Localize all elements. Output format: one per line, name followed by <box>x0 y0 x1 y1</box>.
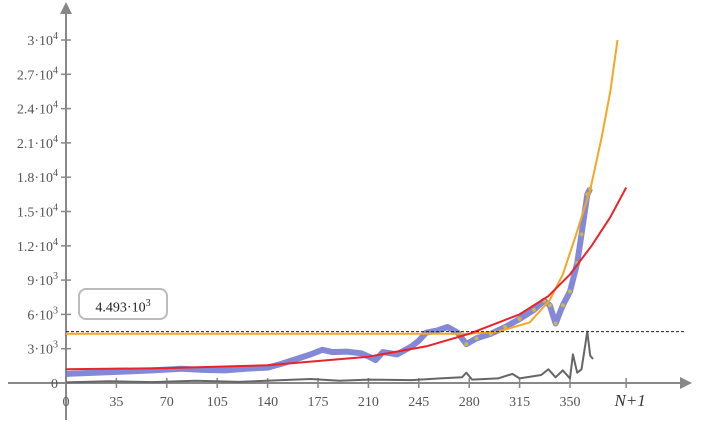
series-1-line <box>66 39 619 335</box>
y-tick-label: 1.5·104 <box>17 203 58 221</box>
data-point <box>553 321 558 326</box>
x-tick-label: 280 <box>459 395 480 410</box>
y-tick-label: 0 <box>51 377 58 392</box>
series-2-line <box>65 187 628 371</box>
y-tick-label: 2.4·104 <box>17 100 58 118</box>
x-tick-label: 245 <box>408 395 429 410</box>
data-point <box>579 232 584 237</box>
y-tick-label: 9·103 <box>27 271 58 289</box>
data-point <box>568 289 572 294</box>
y-tick-label: 1.2·104 <box>17 237 58 255</box>
data-point <box>532 307 536 312</box>
x-axis-label: N+1 <box>614 391 646 410</box>
data-point <box>464 342 469 347</box>
x-tick-label: 105 <box>207 395 228 410</box>
x-tick-label: 175 <box>308 395 329 410</box>
data-point <box>517 316 522 321</box>
data-point <box>474 336 479 341</box>
y-tick-label: 2.7·104 <box>17 65 58 83</box>
x-tick-label: 140 <box>257 395 278 410</box>
x-tick-label: 35 <box>109 395 123 410</box>
series-0-line <box>65 187 593 377</box>
y-axis-arrow <box>60 2 72 14</box>
data-point <box>503 324 508 329</box>
x-tick-label: 350 <box>560 395 581 410</box>
x-axis-arrow <box>680 377 692 389</box>
series-group <box>65 39 686 384</box>
x-tick-label: 70 <box>160 395 174 410</box>
readout-exponent: 3 <box>145 298 151 309</box>
y-tick-label: 6·103 <box>27 305 58 323</box>
series-3-line <box>65 330 594 384</box>
x-tick-label: 0 <box>63 395 70 410</box>
y-tick-label: 3·103 <box>27 340 58 358</box>
data-point <box>547 303 552 308</box>
y-tick-label: 3·104 <box>27 31 58 49</box>
x-tick-label: 315 <box>509 395 530 410</box>
tick-labels: 0 35 70 105 140 175 210 245 280 315 350 N+1 0 3·103 6·… <box>17 31 646 410</box>
y-tick-label: 2.1·104 <box>17 134 58 152</box>
y-tick-label: 1.8·104 <box>17 168 58 186</box>
trace-readout-box[interactable]: 4.493·103 <box>78 288 168 320</box>
readout-value: 4.493·10 <box>95 300 146 316</box>
x-tick-label: 210 <box>358 395 379 410</box>
data-point <box>560 303 565 308</box>
